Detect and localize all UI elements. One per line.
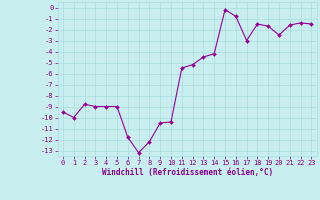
X-axis label: Windchill (Refroidissement éolien,°C): Windchill (Refroidissement éolien,°C): [102, 168, 273, 177]
